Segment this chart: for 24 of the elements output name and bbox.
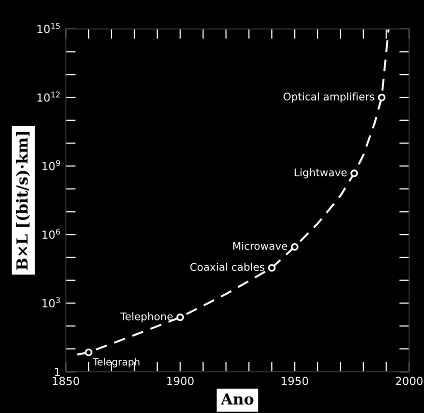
x-tick-label: 1850 <box>52 376 80 386</box>
annotation: Microwave <box>233 242 288 250</box>
x-tick-label: 1900 <box>167 376 194 386</box>
y-tick-label: 1 <box>55 368 60 376</box>
y-tick-label: 10$^{12}$ <box>38 92 60 102</box>
point <box>176 314 184 322</box>
point <box>290 243 298 251</box>
point <box>378 94 386 102</box>
y-tick-label: 10$^{9}$ <box>42 160 60 170</box>
y-tick-label: 10$^{6}$ <box>42 228 60 239</box>
point <box>350 170 358 178</box>
x-tick-label: 1950 <box>282 376 308 386</box>
y-tick-label: 10$^{15}$ <box>38 23 60 34</box>
point <box>84 348 92 356</box>
annotation: Coaxial cables <box>190 262 264 271</box>
x-tick-label: 2000 <box>396 376 423 386</box>
annotation: Optical amplifiers <box>284 92 374 103</box>
y-axis-title: B×L [(bit/s)·km] <box>16 132 30 270</box>
x-axis-title: Ano <box>220 393 254 405</box>
annotation: Telephone <box>120 312 173 322</box>
point <box>268 264 276 272</box>
annotation: Lightwave <box>294 168 347 178</box>
y-tick-label: 10$^{3}$ <box>42 297 60 308</box>
annotation: Telegraph <box>92 358 140 368</box>
